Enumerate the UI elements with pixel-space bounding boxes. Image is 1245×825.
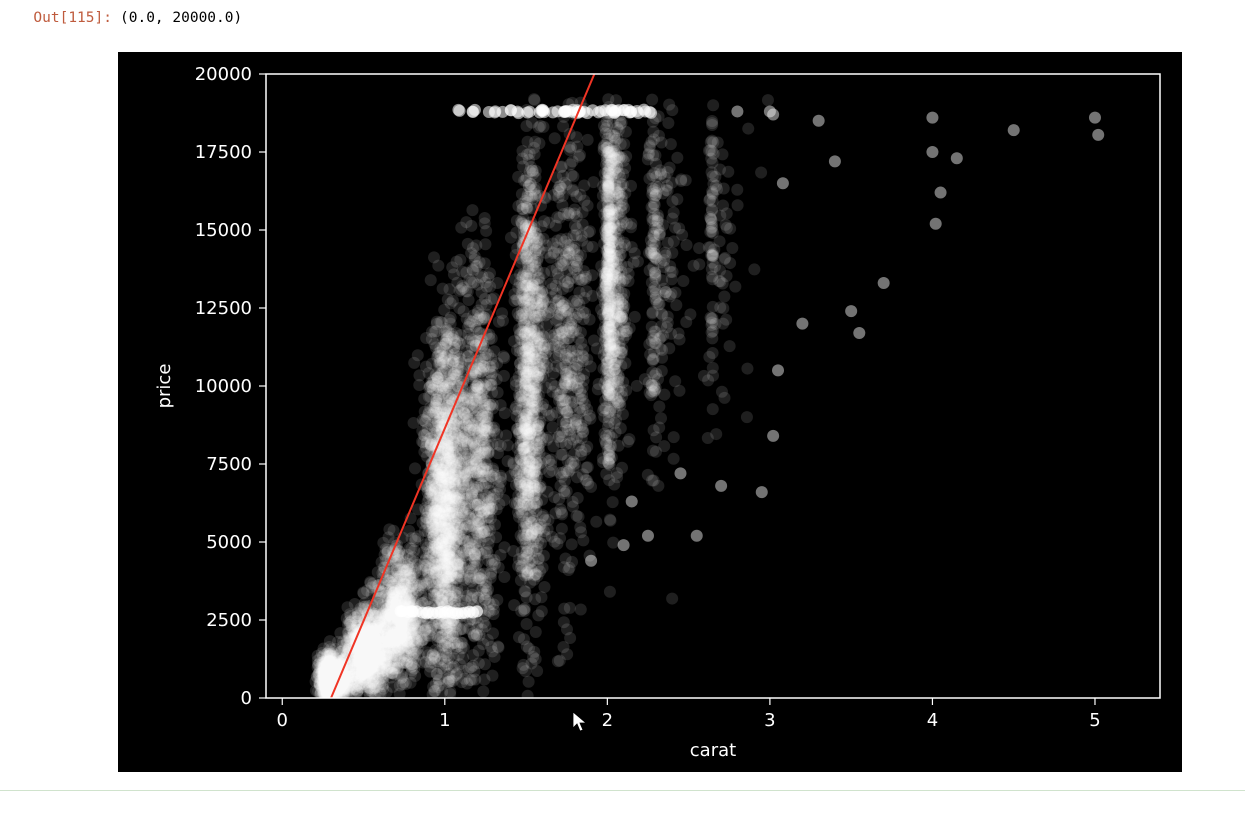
- prompt-number: 115: [68, 10, 94, 26]
- cell-divider: [0, 790, 1245, 791]
- matplotlib-figure-container: 0123450250050007500100001250015000175002…: [118, 52, 1245, 772]
- prompt-out-label: Out: [33, 10, 59, 26]
- output-cell: Out[115]: (0.0, 20000.0): [0, 0, 1245, 28]
- output-prompt: Out[115]:: [0, 8, 120, 28]
- scatter-chart: 0123450250050007500100001250015000175002…: [118, 52, 1182, 772]
- output-text: (0.0, 20000.0): [120, 8, 242, 28]
